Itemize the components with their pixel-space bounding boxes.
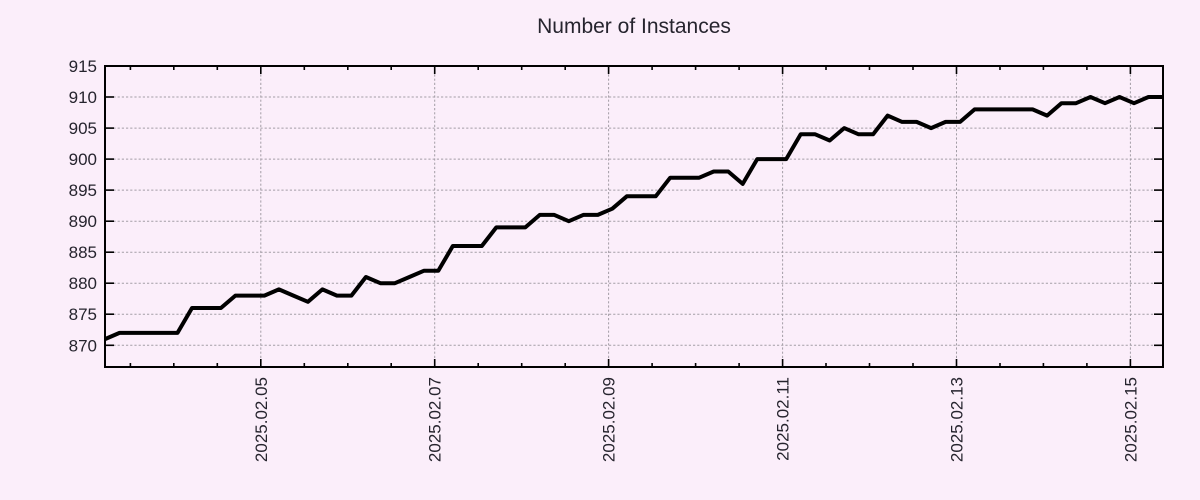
x-tick-label: 2025.02.11 [774, 377, 793, 461]
x-axis-labels: 2025.02.05 2025.02.07 2025.02.09 2025.02.11… [252, 377, 1141, 462]
y-tick-label: 885 [69, 243, 97, 262]
y-tick-label: 870 [69, 336, 97, 355]
y-tick-label: 875 [69, 305, 97, 324]
y-tick-label: 915 [69, 57, 97, 76]
x-tick-label: 2025.02.13 [948, 377, 967, 462]
y-tick-label: 900 [69, 150, 97, 169]
y-axis-labels: 915 910 905 900 895 890 885 880 875 870 [69, 57, 97, 355]
y-tick-label: 905 [69, 119, 97, 138]
series-line [104, 95, 1163, 341]
y-tick-label: 880 [69, 274, 97, 293]
chart-title: Number of Instances [537, 15, 731, 38]
x-tick-label: 2025.02.09 [600, 377, 619, 462]
y-tick-label: 910 [69, 88, 97, 107]
x-tick-label: 2025.02.15 [1121, 377, 1140, 462]
plot-frame [104, 65, 1164, 368]
x-tick-label: 2025.02.05 [252, 377, 271, 462]
y-tick-label: 890 [69, 212, 97, 231]
x-tick-label: 2025.02.07 [426, 377, 445, 462]
y-tick-label: 895 [69, 181, 97, 200]
